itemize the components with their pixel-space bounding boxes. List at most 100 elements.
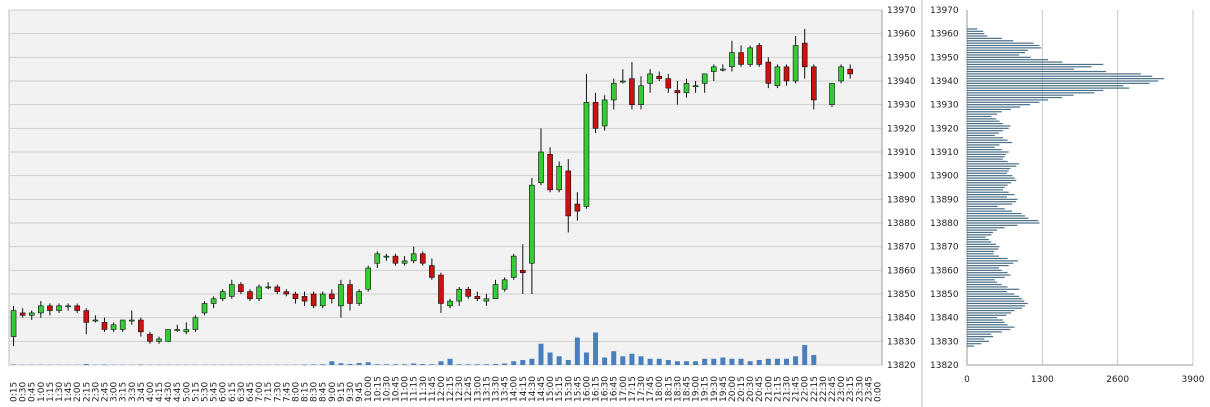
candle-body-up xyxy=(701,73,708,84)
time-tick-label: 10:30 xyxy=(382,376,392,402)
profile-grid xyxy=(1041,10,1194,365)
profile-value-label: 2600 xyxy=(1106,375,1129,385)
candle xyxy=(629,62,635,110)
candle-body-down xyxy=(665,78,672,89)
time-tick-label: 19:00 xyxy=(692,376,702,402)
profile-price-label: 13890 xyxy=(930,195,959,205)
time-tick-label: 22:00 xyxy=(801,376,811,402)
candle-body-up xyxy=(201,303,208,314)
profile-bar xyxy=(967,35,988,37)
profile-bar xyxy=(967,217,1029,219)
candle xyxy=(265,282,271,290)
profile-bar xyxy=(967,295,1020,297)
profile-bar xyxy=(967,220,1039,222)
candle-body-up xyxy=(747,47,753,65)
candle xyxy=(383,253,390,261)
candle xyxy=(838,64,844,84)
time-tick-label: 23:00 xyxy=(837,376,847,402)
candle xyxy=(301,291,308,306)
candle xyxy=(338,279,344,318)
time-tick-label: 5:30 xyxy=(201,382,211,402)
candle xyxy=(665,73,672,93)
candle xyxy=(774,64,781,89)
profile-bar xyxy=(967,338,985,340)
profile-bar xyxy=(967,265,1009,267)
profile-price-label: 13860 xyxy=(930,266,959,276)
profile-bar xyxy=(967,274,1011,276)
time-tick-label: 23:15 xyxy=(846,376,856,402)
time-tick-label: 15:00 xyxy=(546,376,556,402)
profile-bar xyxy=(967,260,1018,262)
profile-bar xyxy=(967,182,1012,184)
candle xyxy=(829,83,835,108)
candle-body-down xyxy=(392,255,399,264)
candle-body-up xyxy=(410,253,417,262)
profile-bar xyxy=(967,87,1130,89)
profile-bar xyxy=(967,286,1008,288)
volume-bar xyxy=(311,364,317,365)
time-axis: 0:15 0:30 0:45 1:00 1:15 1:30 1:45 2:00 2:15 2:30… xyxy=(10,376,884,402)
candle-body-down xyxy=(574,203,581,212)
time-tick-label: 2:15 xyxy=(82,382,92,402)
time-tick-label: 12:30 xyxy=(455,376,465,402)
candle xyxy=(765,57,772,89)
candle-body-down xyxy=(547,154,553,191)
profile-bar xyxy=(967,331,1002,333)
volume-bar xyxy=(329,361,335,365)
profile-bar xyxy=(967,300,1025,302)
volume-bar xyxy=(702,358,708,365)
time-tick-label: 11:30 xyxy=(419,376,429,402)
profile-bar xyxy=(967,291,1007,293)
time-tick-label: 17:15 xyxy=(628,376,638,402)
profile-bar xyxy=(967,194,1015,196)
time-tick-label: 19:45 xyxy=(719,376,729,402)
time-tick-label: 18:15 xyxy=(664,376,674,402)
time-tick-label: 3:45 xyxy=(137,382,147,402)
candle-body-down xyxy=(810,66,817,101)
profile-bar xyxy=(967,92,1095,94)
volume-bar xyxy=(774,358,780,365)
time-tick-label: 1:15 xyxy=(46,382,56,402)
profile-bar xyxy=(967,156,1005,158)
candle xyxy=(401,256,408,266)
volume-bar xyxy=(720,357,726,365)
time-tick-label: 16:15 xyxy=(592,376,602,402)
profile-bar xyxy=(967,151,1009,153)
time-tick-label: 22:15 xyxy=(810,376,820,402)
price-tick-label: 13960 xyxy=(887,30,916,40)
candle xyxy=(492,279,499,300)
candle xyxy=(128,310,135,325)
time-tick-label: 4:15 xyxy=(155,382,165,402)
volume-bar xyxy=(665,360,671,365)
volume-profile-chart: 13820 13830 13840 13850 13860 13870 13880 13890… xyxy=(921,0,1205,407)
time-tick-label: 2:30 xyxy=(91,382,101,402)
candle-body-up xyxy=(447,300,453,307)
profile-bar xyxy=(967,314,1007,316)
candle-body-down xyxy=(147,333,153,342)
candle xyxy=(165,329,171,342)
candle xyxy=(347,279,353,311)
volume-bar xyxy=(474,364,480,365)
candle-body-down xyxy=(74,305,81,311)
time-tick-label: 14:30 xyxy=(528,376,538,402)
volume-bar xyxy=(365,362,371,365)
candle xyxy=(356,289,362,306)
profile-price-label: 13820 xyxy=(930,361,959,371)
profile-price-label: 13910 xyxy=(930,148,959,158)
volume-bar xyxy=(83,364,89,365)
profile-price-label: 13950 xyxy=(930,53,959,63)
volume-bar xyxy=(729,358,735,365)
candle xyxy=(438,272,444,313)
candle-body-down xyxy=(274,286,281,292)
candle-body-down xyxy=(301,296,308,302)
time-tick-label: 20:00 xyxy=(728,376,738,402)
profile-bar xyxy=(967,281,998,283)
candle-body-up xyxy=(529,184,535,264)
profile-bar xyxy=(967,345,974,347)
candle-body-up xyxy=(510,255,517,278)
candle xyxy=(747,45,753,67)
volume-bar xyxy=(802,345,808,365)
volume-bar xyxy=(811,355,817,365)
candle-body-up xyxy=(219,291,226,300)
profile-bar xyxy=(967,134,995,137)
